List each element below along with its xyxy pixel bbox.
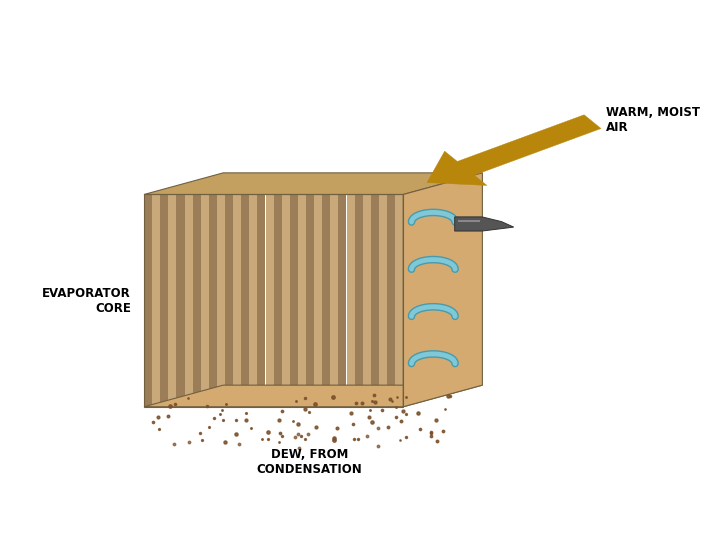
Bar (395, 194, 403, 407)
Bar (266, 194, 274, 407)
Bar (274, 194, 282, 407)
Bar (168, 194, 176, 407)
Bar (346, 194, 354, 407)
Bar (152, 194, 160, 407)
Text: Copyright © 2018  2015  2011 Pearson Education Inc. All Rights Reserved: Copyright © 2018 2015 2011 Pearson Educa… (9, 516, 320, 525)
Bar (249, 194, 258, 407)
Polygon shape (455, 217, 514, 231)
Bar (209, 194, 217, 407)
Bar (217, 194, 225, 407)
Text: PEARSON: PEARSON (594, 510, 711, 531)
Bar (201, 194, 209, 407)
Text: EVAPORATOR
CORE: EVAPORATOR CORE (42, 287, 131, 315)
Bar (225, 194, 233, 407)
Polygon shape (144, 173, 482, 194)
Bar (176, 194, 184, 407)
Bar (184, 194, 193, 407)
Bar (144, 194, 403, 407)
Bar (289, 194, 298, 407)
Bar (323, 194, 330, 407)
Text: FIGURE 1–18  When air comes into contact with the cold
evaporator, excess moistu: FIGURE 1–18 When air comes into contact … (16, 18, 651, 81)
Bar (338, 194, 346, 407)
Bar (258, 194, 266, 407)
Bar (354, 194, 363, 407)
Bar (371, 194, 379, 407)
Bar (161, 194, 168, 407)
Bar (298, 194, 306, 407)
Polygon shape (403, 173, 482, 407)
Bar (314, 194, 322, 407)
Bar (330, 194, 338, 407)
Polygon shape (144, 385, 482, 407)
Bar (193, 194, 201, 407)
Bar (387, 194, 395, 407)
Bar (241, 194, 249, 407)
Polygon shape (458, 220, 480, 222)
Bar (379, 194, 387, 407)
Bar (144, 194, 152, 407)
Bar (363, 194, 371, 407)
Text: WARM, MOIST
AIR: WARM, MOIST AIR (606, 106, 700, 134)
Text: DEW, FROM
CONDENSATION: DEW, FROM CONDENSATION (257, 448, 362, 476)
Bar (282, 194, 289, 407)
FancyArrow shape (427, 115, 601, 185)
Bar (233, 194, 241, 407)
Bar (306, 194, 314, 407)
